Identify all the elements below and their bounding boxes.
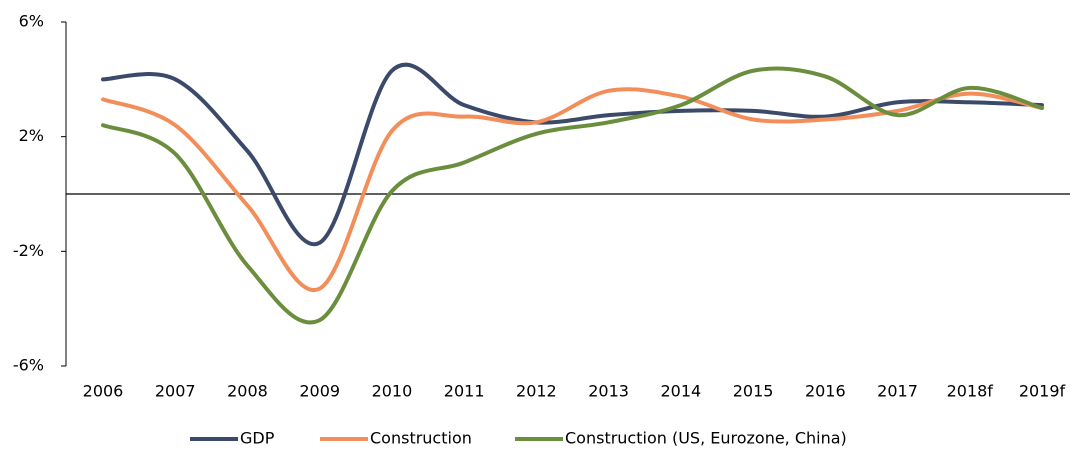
x-tick-label: 2013: [588, 382, 629, 401]
x-tick-label: 2008: [227, 382, 268, 401]
x-tick-label: 2010: [372, 382, 413, 401]
x-tick-label: 2011: [444, 382, 485, 401]
y-tick-label: 2%: [19, 126, 44, 145]
y-tick-label: -2%: [13, 241, 44, 260]
x-tick-label: 2006: [83, 382, 124, 401]
x-tick-label: 2018f: [947, 382, 994, 401]
x-tick-label: 2014: [660, 382, 701, 401]
series-line: [101, 62, 1044, 247]
x-tick-label: 2007: [155, 382, 196, 401]
x-tick-label: 2009: [299, 382, 340, 401]
x-tick-label: 2019f: [1019, 382, 1066, 401]
x-tick-label: 2016: [805, 382, 846, 401]
y-tick-label: -6%: [13, 356, 44, 375]
legend-label: GDP: [240, 429, 275, 448]
series-line: [101, 66, 1044, 325]
x-tick-label: 2015: [733, 382, 774, 401]
x-tick-label: 2017: [877, 382, 918, 401]
x-tick-label: 2012: [516, 382, 557, 401]
series-line: [101, 87, 1044, 293]
legend-label: Construction (US, Eurozone, China): [565, 429, 847, 448]
legend-label: Construction: [370, 429, 472, 448]
y-tick-label: 6%: [19, 12, 44, 31]
